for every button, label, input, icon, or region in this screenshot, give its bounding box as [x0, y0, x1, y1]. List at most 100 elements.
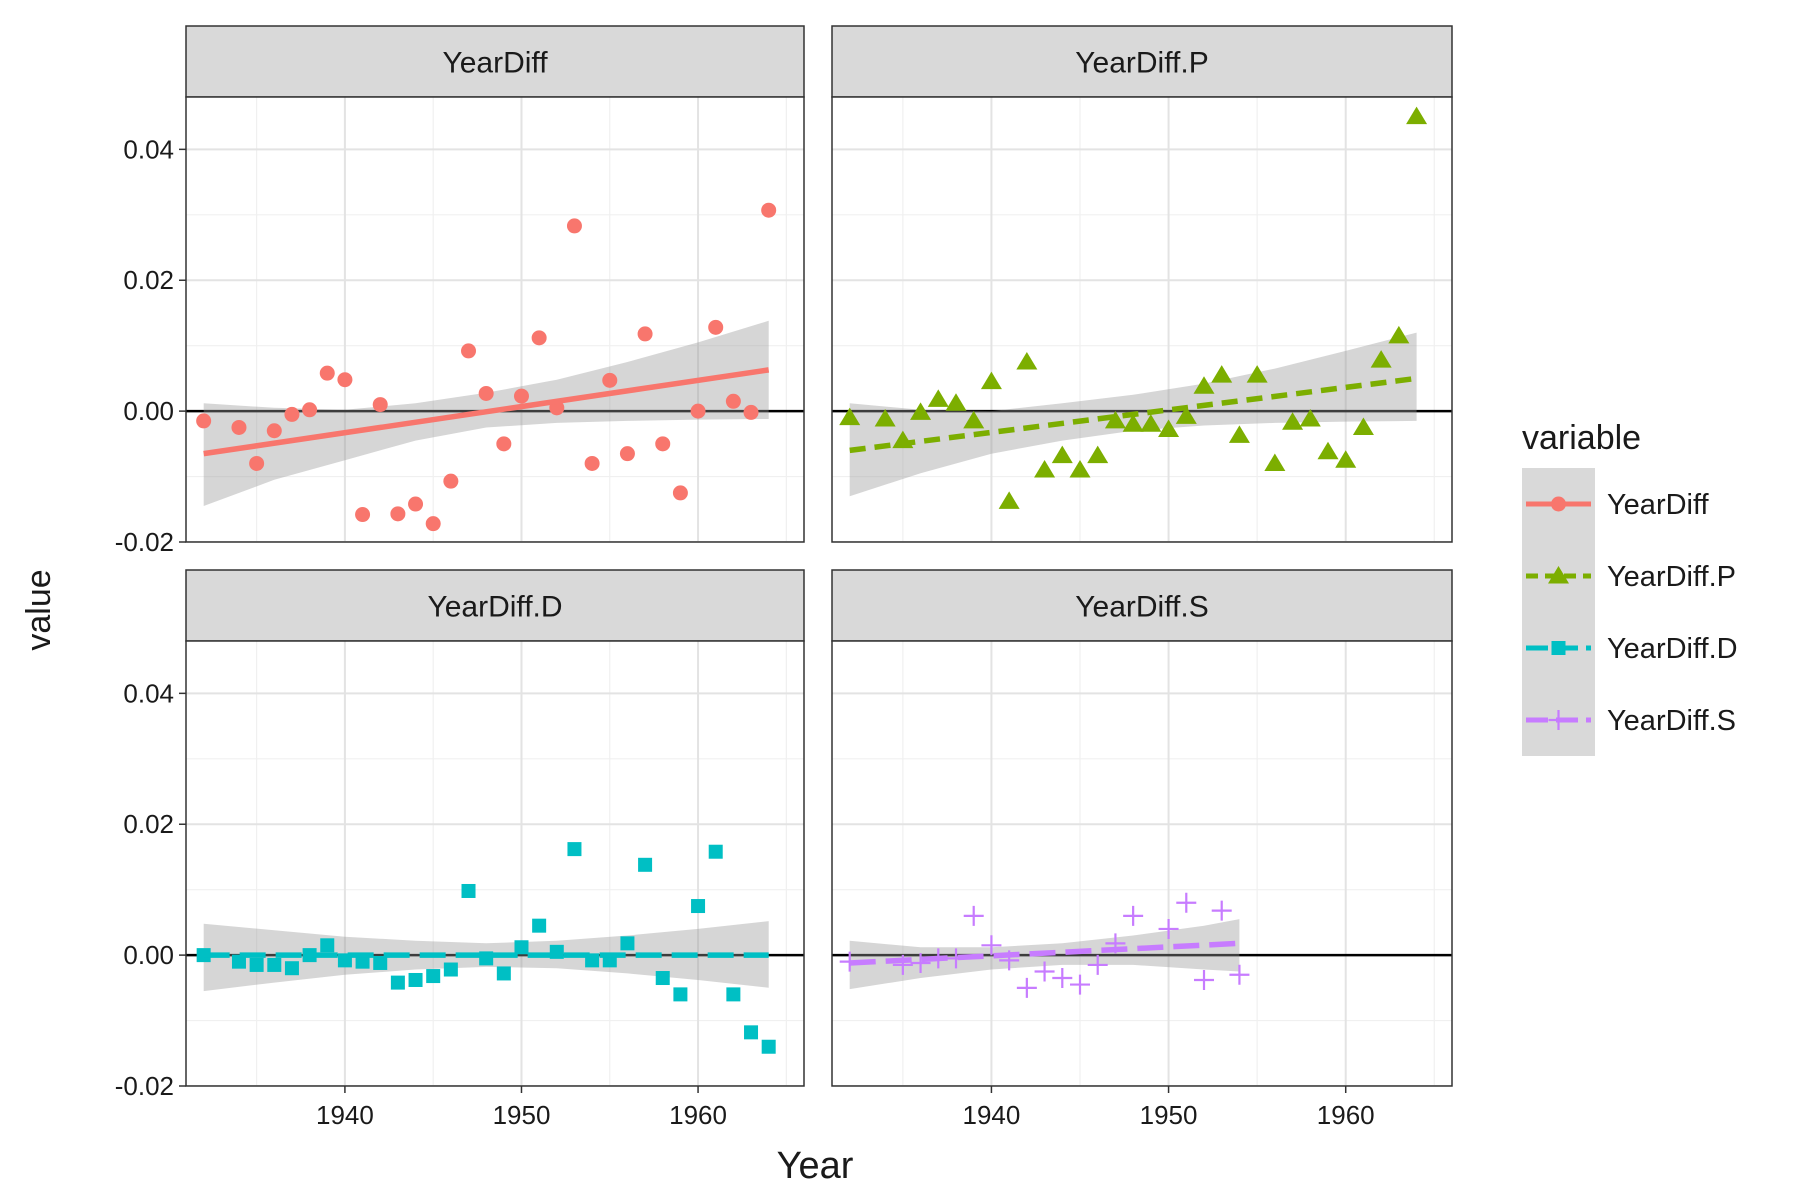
data-point — [461, 883, 476, 898]
x-tick-label: 1950 — [1140, 1100, 1198, 1130]
data-point — [1069, 460, 1091, 478]
facet-strip — [185, 569, 805, 642]
panel-plot-area — [832, 641, 1452, 1086]
data-point — [1158, 918, 1179, 939]
data-point — [910, 952, 931, 973]
data-point — [963, 905, 984, 926]
trend-line — [203, 367, 770, 457]
y-tick-label: 0.04 — [123, 134, 174, 164]
data-point — [532, 918, 547, 933]
legend-label: YearDiff.P — [1607, 561, 1736, 593]
panel-border — [831, 640, 1453, 1087]
facet-panel-yeardiff-s: YearDiff.S — [831, 569, 1453, 1087]
data-point — [390, 975, 405, 990]
data-point — [1052, 968, 1073, 989]
data-point — [284, 961, 299, 976]
data-point — [355, 507, 371, 523]
data-point — [1352, 417, 1374, 435]
data-point — [567, 842, 582, 857]
data-point — [945, 393, 967, 411]
data-point — [1158, 419, 1180, 437]
data-point — [1335, 450, 1357, 468]
legend-marker — [1548, 710, 1569, 730]
y-tick-label: 0.00 — [123, 940, 174, 970]
legend-key-background — [1522, 468, 1595, 756]
legend-marker — [1548, 566, 1569, 584]
data-point — [927, 389, 949, 407]
data-point — [874, 408, 896, 427]
data-point — [319, 365, 335, 381]
data-point — [1229, 964, 1250, 985]
data-point — [637, 326, 653, 342]
axes: -0.02 0.00 0.02 0.04 -0.02 0.00 0.02 0.04 1940 19… — [115, 134, 1375, 1130]
data-point — [1211, 900, 1232, 921]
data-point — [231, 419, 247, 435]
facet-strip-label: YearDiff.D — [427, 591, 562, 624]
panel-border — [185, 96, 805, 543]
legend-item-yeardiff-d: YearDiff.D — [1526, 633, 1738, 665]
panel-background — [186, 641, 804, 1086]
panel-background — [832, 97, 1452, 542]
x-tick-label: 1960 — [669, 1100, 727, 1130]
data-point — [302, 402, 318, 418]
data-point — [839, 407, 861, 426]
data-point — [725, 393, 741, 409]
data-point — [744, 1025, 759, 1040]
data-point — [479, 951, 494, 966]
data-point — [513, 388, 529, 404]
x-axis-title: Year — [777, 1145, 854, 1187]
y-tick-label: -0.02 — [115, 527, 174, 557]
data-point — [496, 436, 512, 452]
data-point — [963, 410, 985, 429]
data-point — [1016, 352, 1038, 370]
data-point — [1370, 350, 1392, 368]
data-point — [231, 954, 246, 969]
data-point — [743, 404, 759, 420]
data-point — [249, 957, 264, 972]
data-point — [355, 954, 370, 969]
facet-panel-yeardiff: YearDiff — [185, 25, 805, 543]
data-point — [531, 330, 547, 346]
y-tick-label: 0.02 — [123, 809, 174, 839]
data-point — [372, 397, 388, 413]
data-point — [584, 455, 600, 471]
data-point — [443, 962, 458, 977]
legend-label: YearDiff — [1607, 489, 1710, 521]
data-point — [514, 940, 529, 955]
data-point — [1140, 414, 1162, 432]
panel-background — [832, 641, 1452, 1086]
y-tick-label: 0.04 — [123, 678, 174, 708]
x-tick-label: 1940 — [316, 1100, 374, 1130]
y-tick-label: 0.00 — [123, 396, 174, 426]
legend-item-yeardiff: YearDiff — [1526, 489, 1710, 521]
data-point — [337, 372, 353, 388]
legend-marker — [1551, 641, 1566, 655]
data-point — [408, 496, 424, 512]
data-point — [1034, 460, 1056, 478]
y-tick-label: 0.02 — [123, 265, 174, 295]
facet-panel-yeardiff-p: YearDiff.P — [831, 25, 1453, 543]
data-point — [1317, 441, 1339, 460]
data-point — [1406, 106, 1428, 125]
legend-label: YearDiff.S — [1607, 705, 1736, 737]
data-point — [726, 987, 741, 1002]
legend-title: variable — [1522, 419, 1641, 457]
y-axis-title: value — [20, 569, 58, 650]
panel-plot-area — [186, 641, 804, 1086]
data-point — [196, 413, 212, 429]
data-point — [981, 935, 1002, 956]
data-point — [602, 372, 618, 388]
data-point — [673, 987, 688, 1002]
data-point — [672, 485, 688, 501]
x-tick-label: 1960 — [1317, 1100, 1375, 1130]
data-point — [655, 971, 670, 986]
data-point — [708, 844, 723, 859]
data-point — [1175, 406, 1197, 424]
facet-panel-yeardiff-d: YearDiff.D — [185, 569, 805, 1087]
legend: variable YearDiff YearDiff.P YearDiff.D Yea… — [1522, 419, 1738, 756]
trend-line — [849, 940, 1240, 966]
data-point — [461, 343, 477, 359]
data-point — [320, 938, 335, 953]
data-point — [1070, 974, 1090, 995]
facet-strip — [185, 25, 805, 98]
